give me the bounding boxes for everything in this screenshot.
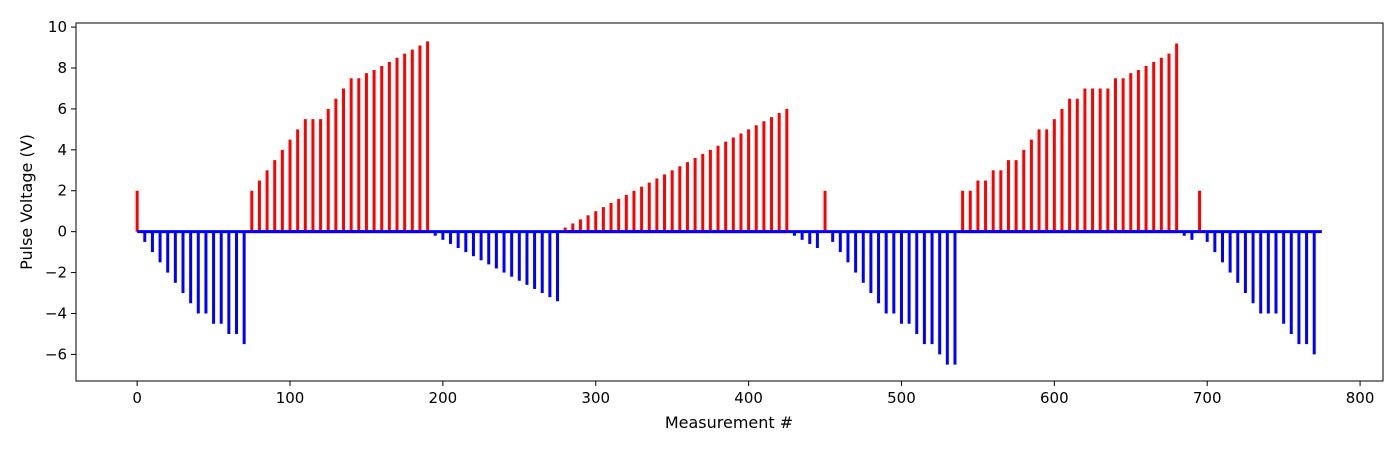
- x-tick-label: 300: [581, 389, 610, 407]
- y-axis-ticks: −6 −4 −2 0 2 4 6 8 10: [45, 18, 76, 363]
- y-tick-label: −2: [45, 264, 67, 282]
- x-tick-label: 100: [276, 389, 305, 407]
- y-tick-label: 4: [57, 141, 67, 159]
- x-axis-label: Measurement #: [665, 413, 793, 432]
- y-tick-label: 6: [57, 100, 67, 118]
- y-tick-label: −4: [45, 304, 67, 322]
- plot-frame: [75, 22, 1384, 382]
- x-tick-label: 0: [132, 389, 142, 407]
- x-tick-label: 400: [734, 389, 763, 407]
- y-tick-label: −6: [45, 345, 67, 363]
- y-tick-label: 10: [48, 18, 67, 36]
- bar-marks: [135, 41, 1316, 365]
- x-tick-label: 500: [887, 389, 916, 407]
- y-tick-label: 8: [57, 59, 67, 77]
- x-axis-ticks: 0 100 200 300 400 500 600 700 800: [132, 381, 1374, 407]
- y-tick-label: 0: [57, 223, 67, 241]
- plot-area: [76, 23, 1383, 381]
- x-tick-label: 700: [1193, 389, 1222, 407]
- y-axis-label: Pulse Voltage (V): [17, 134, 36, 270]
- x-tick-label: 800: [1346, 389, 1375, 407]
- y-tick-label: 2: [57, 182, 67, 200]
- x-tick-label: 200: [429, 389, 458, 407]
- x-tick-label: 600: [1040, 389, 1069, 407]
